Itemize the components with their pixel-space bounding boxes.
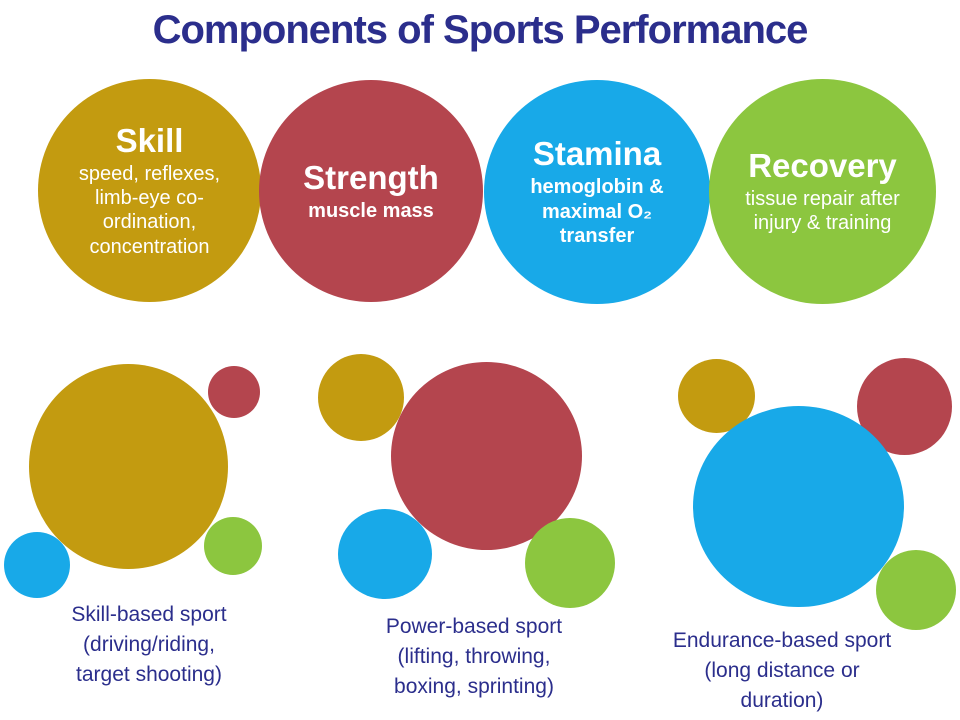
skill-circle: Skill speed, reflexes, limb-eye co- ordi… xyxy=(38,79,261,302)
caption-line: boxing, sprinting) xyxy=(394,675,554,698)
caption-line: (long distance or xyxy=(704,659,860,682)
skill-circle-title: Skill xyxy=(115,121,184,159)
skill-sport-skill-bubble xyxy=(29,364,228,569)
strength-circle-title: Strength xyxy=(303,158,439,196)
caption-line: (lifting, throwing, xyxy=(397,645,551,668)
power-sport-skill-bubble xyxy=(318,354,404,441)
caption-line: Skill-based sport xyxy=(71,603,227,626)
recovery-circle: Recovery tissue repair after injury & tr… xyxy=(709,79,936,304)
skill-circle-desc-line: limb-eye co- xyxy=(95,187,204,210)
page-title: Components of Sports Performance xyxy=(152,8,809,52)
stamina-circle-desc-line: hemoglobin & xyxy=(530,176,664,199)
endurance-sport-caption: Endurance-based sport (long distance or … xyxy=(652,626,912,716)
skill-sport-caption: Skill-based sport (driving/riding, targe… xyxy=(19,600,279,690)
skill-sport-recovery-bubble xyxy=(204,517,262,575)
endurance-sport-recovery-bubble xyxy=(876,550,956,630)
stamina-circle-title: Stamina xyxy=(532,135,662,173)
caption-line: (driving/riding, xyxy=(83,633,215,656)
skill-circle-desc-line: ordination, xyxy=(102,211,197,234)
stamina-circle-desc-line: transfer xyxy=(559,225,635,248)
caption-line: duration) xyxy=(740,689,824,712)
caption-line: Endurance-based sport xyxy=(672,629,892,652)
power-sport-strength-bubble xyxy=(391,362,582,550)
caption-line: target shooting) xyxy=(76,663,222,686)
stamina-circle: Stamina hemoglobin & maximal O₂ transfer xyxy=(484,80,710,304)
skill-sport-stamina-bubble xyxy=(4,532,70,598)
recovery-circle-desc-line: tissue repair after xyxy=(745,188,900,211)
recovery-circle-title: Recovery xyxy=(748,147,897,185)
power-sport-recovery-bubble xyxy=(525,518,615,608)
strength-circle-desc-line: muscle mass xyxy=(308,199,434,222)
caption-line: Power-based sport xyxy=(385,615,563,638)
skill-sport-strength-bubble xyxy=(208,366,260,418)
skill-circle-desc-line: speed, reflexes, xyxy=(78,162,221,185)
stamina-circle-desc-line: maximal O₂ xyxy=(541,200,653,223)
endurance-sport-stamina-bubble xyxy=(693,406,904,607)
power-sport-stamina-bubble xyxy=(338,509,432,599)
power-sport-caption: Power-based sport (lifting, throwing, bo… xyxy=(344,612,604,702)
strength-circle: Strength muscle mass xyxy=(259,80,483,302)
skill-circle-desc-line: concentration xyxy=(89,235,210,258)
recovery-circle-desc-line: injury & training xyxy=(753,212,892,235)
